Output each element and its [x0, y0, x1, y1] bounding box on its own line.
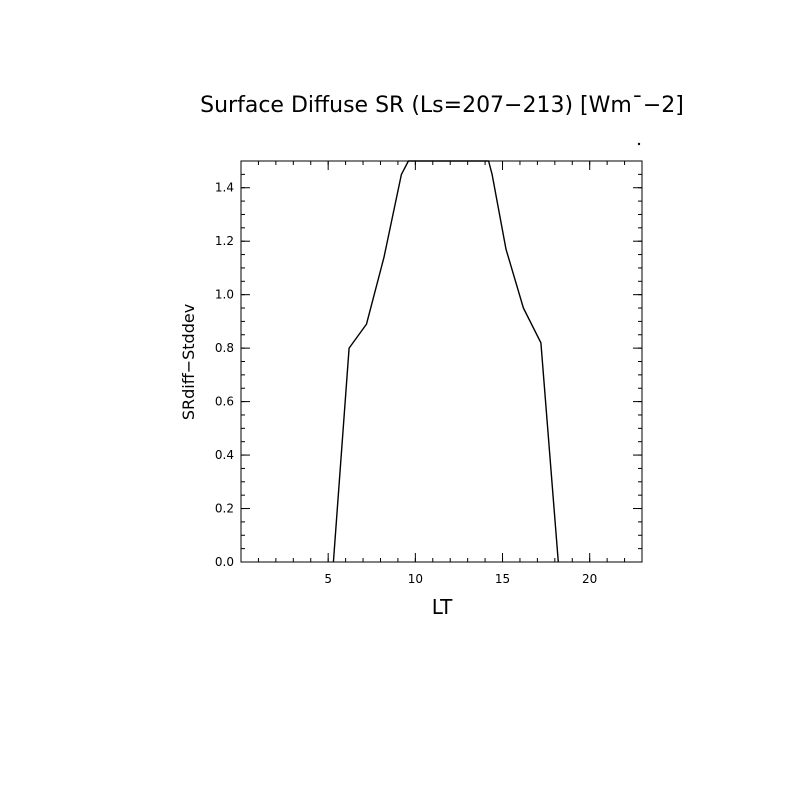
- y-tick-label: 1.2: [215, 234, 234, 248]
- y-axis-label: SRdiff−Stddev: [179, 304, 198, 420]
- x-tick-label: 20: [582, 572, 597, 586]
- y-tick-label: 1.4: [215, 181, 234, 195]
- x-tick-label: 10: [408, 572, 423, 586]
- x-axis-label: LT: [432, 595, 453, 619]
- plot-area: 5 10 15 20 0.0 0.2 0.4 0.6 0.8 1.0 1.2 1.4: [215, 160, 643, 586]
- corner-dot: [637, 142, 641, 146]
- y-tick-label: 1.0: [215, 288, 234, 302]
- y-tick-label: 0.0: [215, 555, 234, 569]
- series-line: [332, 160, 559, 563]
- x-tick-label: 15: [495, 572, 510, 586]
- x-tick-label: 5: [324, 572, 332, 586]
- y-tick-label: 0.2: [215, 502, 234, 516]
- chart-title: Surface Diffuse SR (Ls=207−213) [Wm¯−2]: [200, 93, 684, 118]
- y-tick-label: 0.8: [215, 341, 234, 355]
- y-tick-label: 0.6: [215, 395, 234, 409]
- y-tick-label: 0.4: [215, 448, 234, 462]
